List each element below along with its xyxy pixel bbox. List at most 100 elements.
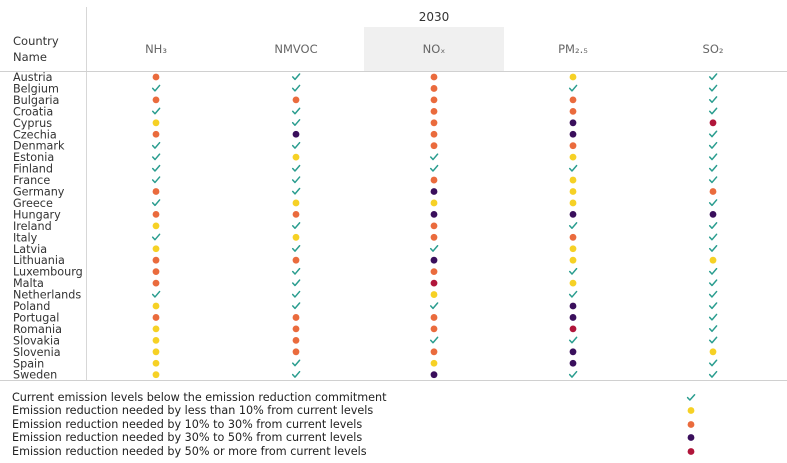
cell-cyprus-nmvoc-check-mark	[291, 119, 301, 126]
chart-title: 2030	[419, 10, 450, 24]
cell-latvia-nh3-dot	[152, 245, 160, 253]
cell-slovenia-so2-dot	[709, 348, 717, 356]
cell-netherlands-nmvoc-check-mark	[291, 290, 301, 298]
cell-finland-pm25-check-mark	[568, 164, 578, 172]
row-label-romania: Romania	[13, 323, 62, 336]
row-header-line-2: Name	[13, 50, 47, 64]
cell-ireland-nox-dot	[430, 222, 438, 230]
cell-netherlands-nox-dot	[430, 291, 438, 298]
column-header-nmvoc: NMVOC	[274, 42, 317, 56]
cell-france-nh3-check-mark	[151, 176, 161, 184]
cell-luxembourg-nh3-dot	[152, 268, 160, 276]
row-label-bulgaria: Bulgaria	[13, 94, 59, 107]
row-label-austria: Austria	[13, 71, 53, 84]
cell-austria-nox-dot	[430, 73, 438, 81]
legend-dot-icon	[687, 434, 695, 442]
cell-croatia-pm25-dot	[569, 107, 577, 115]
cell-czechia-so2-check-mark	[708, 130, 718, 138]
cell-spain-nh3-dot	[152, 359, 160, 367]
cell-romania-pm25-dot	[569, 325, 577, 333]
cell-luxembourg-pm25-check-mark	[568, 267, 578, 275]
legend-item-1: Emission reduction needed by less than 1…	[12, 404, 712, 417]
legend-item-4: Emission reduction needed by 50% or more…	[12, 445, 712, 458]
column-header-pm25: PM₂.₅	[558, 42, 588, 56]
cell-luxembourg-nox-dot	[430, 268, 438, 276]
cell-greece-pm25-dot	[569, 199, 577, 207]
cell-bulgaria-pm25-dot	[569, 96, 577, 104]
cell-belgium-pm25-check-mark	[568, 84, 578, 92]
cell-poland-nox-check-mark	[429, 302, 439, 310]
cell-austria-nh3-dot	[152, 73, 160, 81]
cell-denmark-nh3-check-mark	[151, 141, 161, 149]
cell-germany-nox-dot	[430, 188, 438, 195]
row-label-estonia: Estonia	[13, 151, 54, 164]
cell-luxembourg-nmvoc-check-mark	[291, 267, 301, 275]
cell-estonia-so2-check-mark	[708, 153, 718, 161]
row-label-germany: Germany	[13, 186, 65, 199]
legend: Current emission levels below the emissi…	[12, 391, 712, 458]
cell-bulgaria-so2-check-mark	[708, 96, 718, 104]
cell-poland-pm25-dot	[569, 302, 577, 310]
cell-italy-nmvoc-dot	[292, 233, 300, 241]
cell-hungary-pm25-dot	[569, 211, 577, 218]
cell-finland-nh3-check-mark	[151, 164, 161, 172]
cell-malta-so2-check-mark	[708, 279, 718, 287]
row-header-line-1: Country	[13, 34, 59, 48]
cell-france-nox-dot	[430, 176, 438, 184]
cell-slovakia-nh3-dot	[152, 336, 160, 344]
cell-malta-nox-dot	[430, 279, 438, 287]
legend-item-3: Emission reduction needed by 30% to 50% …	[12, 431, 712, 444]
cell-portugal-so2-check-mark	[708, 313, 718, 321]
cell-malta-nh3-dot	[152, 279, 160, 287]
cell-spain-so2-check-mark	[708, 359, 718, 367]
highlighted-column-header-bg	[364, 27, 504, 71]
cell-germany-pm25-dot	[569, 188, 577, 195]
cell-italy-pm25-dot	[569, 233, 577, 241]
cell-latvia-so2-check-mark	[708, 245, 718, 252]
cell-croatia-nmvoc-check-mark	[291, 107, 301, 115]
legend-check-icon	[686, 394, 696, 401]
legend-dot-icon	[687, 407, 695, 415]
cell-luxembourg-so2-check-mark	[708, 267, 718, 275]
cell-portugal-nmvoc-dot	[292, 314, 300, 321]
row-label-malta: Malta	[13, 277, 44, 290]
cell-poland-nh3-dot	[152, 302, 160, 310]
cell-slovakia-nmvoc-dot	[292, 336, 300, 344]
cell-belgium-nmvoc-check-mark	[291, 84, 301, 92]
cell-italy-nox-dot	[430, 233, 438, 241]
cell-belgium-nox-dot	[430, 85, 438, 92]
cell-sweden-pm25-check-mark	[568, 370, 578, 378]
column-header-nox: NOₓ	[423, 42, 446, 56]
cell-france-nmvoc-check-mark	[291, 176, 301, 184]
cell-latvia-nmvoc-check-mark	[291, 245, 301, 252]
cell-greece-so2-check-mark	[708, 199, 718, 207]
cell-sweden-nh3-dot	[152, 371, 160, 379]
cell-slovenia-nox-dot	[430, 348, 438, 356]
cell-croatia-nh3-check-mark	[151, 107, 161, 115]
cell-slovenia-nh3-dot	[152, 348, 160, 356]
cell-spain-pm25-dot	[569, 359, 577, 367]
row-label-spain: Spain	[13, 357, 44, 370]
cell-czechia-pm25-dot	[569, 130, 577, 138]
cell-spain-nmvoc-check-mark	[291, 359, 301, 367]
cell-finland-so2-check-mark	[708, 164, 718, 172]
cell-cyprus-nh3-dot	[152, 119, 160, 127]
legend-item-2: Emission reduction needed by 10% to 30% …	[12, 418, 712, 431]
row-label-czechia: Czechia	[13, 128, 57, 141]
cell-lithuania-nh3-dot	[152, 256, 160, 264]
cell-denmark-nmvoc-check-mark	[291, 141, 301, 149]
cell-bulgaria-nh3-dot	[152, 96, 160, 104]
legend-label: Emission reduction needed by less than 1…	[12, 404, 374, 418]
cell-france-so2-check-mark	[708, 176, 718, 184]
cell-denmark-pm25-dot	[569, 142, 577, 150]
cell-malta-nmvoc-check-mark	[291, 279, 301, 287]
cell-bulgaria-nox-dot	[430, 96, 438, 104]
cell-slovenia-pm25-dot	[569, 348, 577, 356]
cell-sweden-nmvoc-check-mark	[291, 370, 301, 378]
cell-romania-so2-check-mark	[708, 325, 718, 333]
cell-croatia-so2-check-mark	[708, 107, 718, 115]
cell-lithuania-pm25-dot	[569, 256, 577, 264]
cell-czechia-nmvoc-dot	[292, 130, 300, 138]
legend-item-0: Current emission levels below the emissi…	[12, 391, 712, 404]
row-label-greece: Greece	[13, 197, 53, 210]
